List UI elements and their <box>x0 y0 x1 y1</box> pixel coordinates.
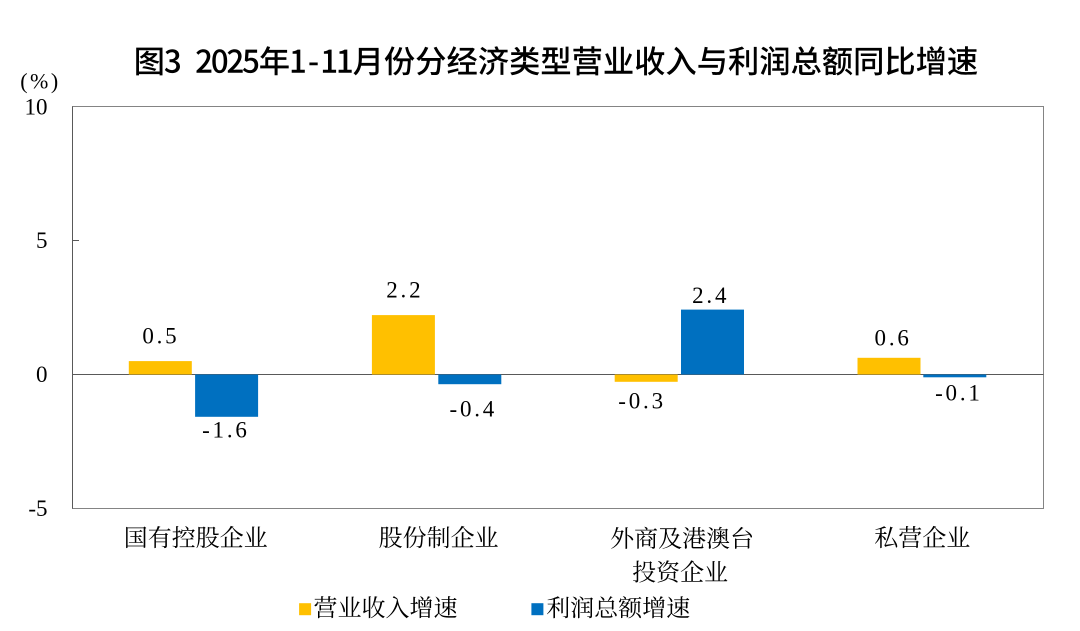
svg-text:-0.4: -0.4 <box>449 397 497 422</box>
svg-text:5: 5 <box>36 228 48 253</box>
svg-text:0.6: 0.6 <box>875 325 912 350</box>
svg-text:(%): (%) <box>20 68 60 93</box>
svg-text:-0.1: -0.1 <box>935 381 983 406</box>
svg-text:-5: -5 <box>28 496 47 521</box>
svg-text:2.2: 2.2 <box>386 278 423 303</box>
svg-text:10: 10 <box>25 94 48 119</box>
svg-text:2.4: 2.4 <box>692 283 729 308</box>
svg-text:0.5: 0.5 <box>142 323 179 348</box>
svg-text:-0.3: -0.3 <box>618 389 666 414</box>
svg-text:-1.6: -1.6 <box>202 418 250 443</box>
svg-text:0: 0 <box>36 362 48 387</box>
